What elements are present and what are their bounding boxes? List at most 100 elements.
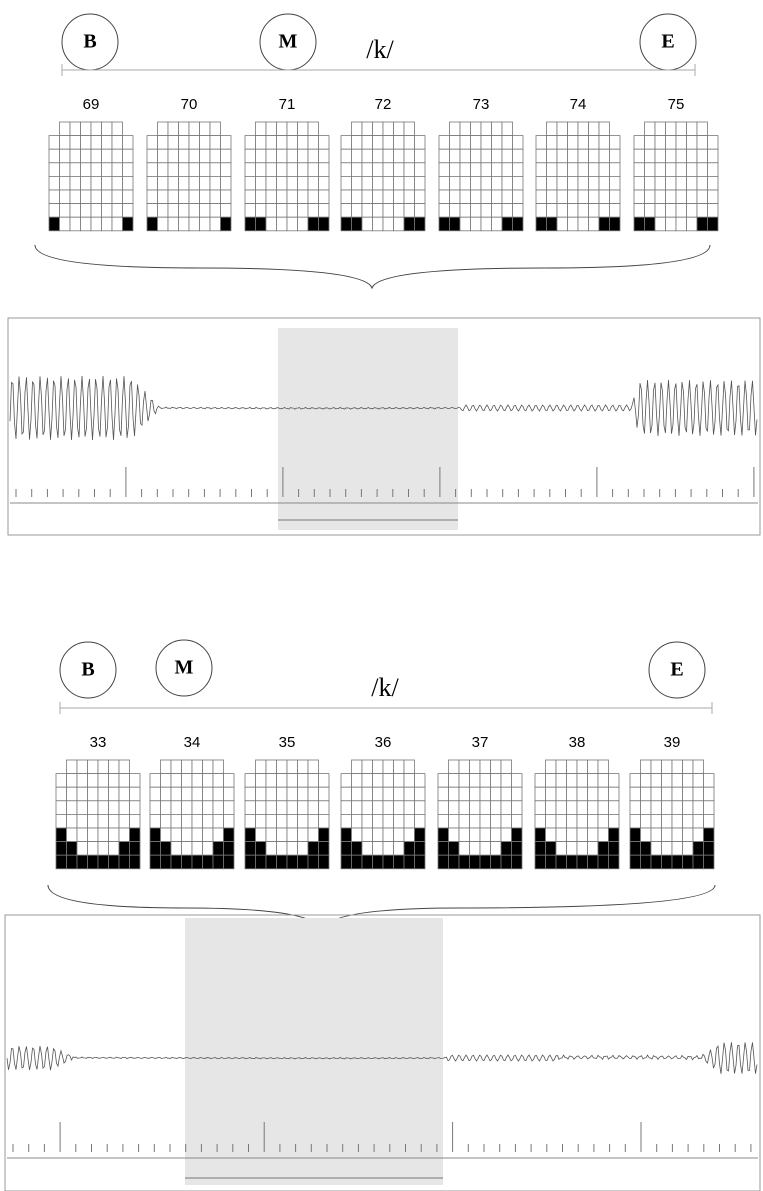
electrode: [512, 828, 523, 842]
electrode: [277, 176, 288, 190]
electrode: [547, 149, 558, 163]
electrode: [683, 801, 694, 815]
electrode: [373, 855, 384, 869]
electrode: [221, 163, 232, 177]
electrode: [256, 855, 267, 869]
electrode: [287, 760, 298, 774]
electrode: [266, 787, 277, 801]
electrode: [161, 814, 172, 828]
electrode: [687, 204, 698, 218]
electrode: [450, 122, 461, 136]
electrode: [672, 774, 683, 788]
electrode: [662, 855, 673, 869]
electrode: [266, 842, 277, 856]
electrode: [102, 190, 113, 204]
electrode: [298, 814, 309, 828]
electrode: [439, 204, 450, 218]
electrode: [708, 136, 719, 150]
electrode: [536, 176, 547, 190]
electrode: [501, 814, 512, 828]
electrode: [319, 814, 330, 828]
electrode: [352, 842, 363, 856]
electrode: [655, 136, 666, 150]
electrode: [492, 204, 503, 218]
electrode: [394, 204, 405, 218]
electrode: [373, 814, 384, 828]
electrode: [102, 136, 113, 150]
electrode: [546, 842, 557, 856]
electrode: [245, 149, 256, 163]
electrode: [109, 814, 120, 828]
electrode: [470, 801, 481, 815]
electrode: [287, 190, 298, 204]
electrode: [589, 190, 600, 204]
electrode: [319, 801, 330, 815]
electrode: [352, 190, 363, 204]
electrode: [634, 149, 645, 163]
electrode: [449, 828, 460, 842]
electrode: [277, 814, 288, 828]
boundary-label: M: [175, 657, 194, 679]
electrode: [598, 801, 609, 815]
electrode: [373, 149, 384, 163]
electrode: [147, 217, 158, 231]
figure: B M E /k/ B M E /k/ 69707172737475333435…: [0, 0, 763, 1191]
electrode: [459, 842, 470, 856]
electrode: [536, 136, 547, 150]
electrode: [91, 149, 102, 163]
electrode: [298, 190, 309, 204]
electrode: [502, 176, 513, 190]
electrode: [298, 855, 309, 869]
electrode: [556, 801, 567, 815]
electrode: [203, 855, 214, 869]
electrode: [693, 760, 704, 774]
boundary-label: E: [661, 31, 674, 53]
electrode: [450, 136, 461, 150]
electrode: [502, 136, 513, 150]
electrode: [341, 190, 352, 204]
electrode: [598, 842, 609, 856]
electrode: [460, 217, 471, 231]
electrode: [67, 787, 78, 801]
electrode: [373, 787, 384, 801]
electrode: [373, 217, 384, 231]
electrode: [630, 814, 641, 828]
electrode: [203, 801, 214, 815]
electrode: [224, 828, 235, 842]
electrode: [245, 814, 256, 828]
electrode: [704, 814, 715, 828]
electrode: [491, 787, 502, 801]
electrode: [182, 774, 193, 788]
electrode: [200, 163, 211, 177]
electrode: [49, 163, 60, 177]
electrode: [221, 176, 232, 190]
electrode: [609, 801, 620, 815]
electrode: [119, 801, 130, 815]
electrode: [341, 801, 352, 815]
electrode: [192, 855, 203, 869]
electrode: [599, 163, 610, 177]
electrode: [224, 855, 235, 869]
electrode: [91, 190, 102, 204]
frame-number: 74: [570, 96, 587, 113]
electrode: [449, 801, 460, 815]
electrode: [567, 787, 578, 801]
electrode: [70, 176, 81, 190]
frame-number: 71: [279, 96, 296, 113]
electrode: [502, 204, 513, 218]
electrode: [81, 163, 92, 177]
electrode: [383, 855, 394, 869]
electrode: [438, 801, 449, 815]
electrode: [512, 801, 523, 815]
electrode: [588, 774, 599, 788]
electrode: [88, 787, 99, 801]
electrode: [213, 855, 224, 869]
electrode: [439, 176, 450, 190]
electrode: [693, 842, 704, 856]
electrode: [182, 842, 193, 856]
electrode: [179, 149, 190, 163]
electrode: [298, 149, 309, 163]
electrode: [394, 122, 405, 136]
electrode: [394, 814, 405, 828]
electrode: [352, 774, 363, 788]
